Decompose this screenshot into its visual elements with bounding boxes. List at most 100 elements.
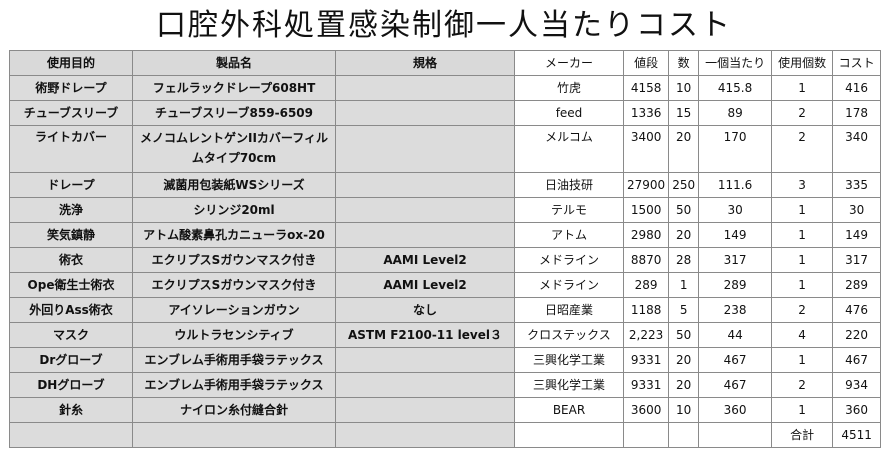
empty-cell bbox=[9, 422, 133, 448]
cell-cost: 30 bbox=[832, 197, 882, 223]
cell-spec: AAMI Level2 bbox=[335, 247, 515, 273]
page-title: 口腔外科処置感染制御一人当たりコスト bbox=[156, 8, 732, 43]
header-row: 使用目的 製品名 規格 メーカー 値段 数 一個当たり 使用個数 コスト bbox=[9, 50, 882, 76]
cell-price: 1500 bbox=[622, 197, 670, 223]
cell-qty: 1 bbox=[668, 272, 700, 298]
cell-qty: 20 bbox=[668, 125, 700, 173]
cell-unit: 238 bbox=[698, 297, 773, 323]
cell-unit: 111.6 bbox=[698, 172, 773, 198]
cell-qty: 50 bbox=[668, 197, 700, 223]
cell-cost: 360 bbox=[832, 397, 882, 423]
cell-used: 2 bbox=[771, 297, 834, 323]
cell-product: エンブレム手術用手袋ラテックス bbox=[132, 372, 336, 398]
cell-purpose: ドレープ bbox=[9, 172, 133, 198]
cell-spec bbox=[335, 125, 515, 173]
cell-maker: アトム bbox=[514, 222, 624, 248]
cell-product: フェルラックドレープ608HT bbox=[132, 75, 336, 101]
cell-price: 2980 bbox=[622, 222, 670, 248]
cell-product: チューブスリーブ859-6509 bbox=[132, 100, 336, 126]
total-label: 合計 bbox=[771, 422, 834, 448]
table-row: チューブスリーブ チューブスリーブ859-6509 feed 1336 15 89 2 178 bbox=[9, 100, 882, 126]
cell-qty: 15 bbox=[668, 100, 700, 126]
cell-used: 1 bbox=[771, 397, 834, 423]
cell-unit: 415.8 bbox=[698, 75, 773, 101]
cell-qty: 50 bbox=[668, 322, 700, 348]
cell-qty: 5 bbox=[668, 297, 700, 323]
cell-maker: メドライン bbox=[514, 272, 624, 298]
cell-used: 4 bbox=[771, 322, 834, 348]
cell-cost: 416 bbox=[832, 75, 882, 101]
cell-unit: 170 bbox=[698, 125, 773, 173]
cell-price: 3400 bbox=[622, 125, 670, 173]
cell-unit: 467 bbox=[698, 372, 773, 398]
cell-purpose: Drグローブ bbox=[9, 347, 133, 373]
cell-qty: 20 bbox=[668, 347, 700, 373]
cell-spec bbox=[335, 100, 515, 126]
cell-unit: 289 bbox=[698, 272, 773, 298]
header-cost: コスト bbox=[832, 50, 882, 76]
header-qty: 数 bbox=[668, 50, 700, 76]
cell-product: メノコムレントゲンIIカバーフィルムタイプ70cm bbox=[132, 125, 336, 173]
cell-used: 1 bbox=[771, 247, 834, 273]
table-row: 術衣 エクリプスSガウンマスク付き AAMI Level2 メドライン 8870 28 31… bbox=[9, 247, 882, 273]
table-row: ドレープ 滅菌用包装紙WSシリーズ 日油技研 27900 250 111.6 3 335 bbox=[9, 172, 882, 198]
cell-cost: 289 bbox=[832, 272, 882, 298]
cell-maker: 日昭産業 bbox=[514, 297, 624, 323]
table-row: Ope衛生士術衣 エクリプスSガウンマスク付き AAMI Level2 メドライン 28… bbox=[9, 272, 882, 298]
cell-maker: 三興化学工業 bbox=[514, 347, 624, 373]
empty-cell bbox=[622, 422, 670, 448]
header-purpose: 使用目的 bbox=[9, 50, 133, 76]
cell-spec bbox=[335, 197, 515, 223]
cell-used: 1 bbox=[771, 347, 834, 373]
cell-price: 4158 bbox=[622, 75, 670, 101]
cell-maker: 日油技研 bbox=[514, 172, 624, 198]
cell-unit: 360 bbox=[698, 397, 773, 423]
cell-purpose: チューブスリーブ bbox=[9, 100, 133, 126]
empty-cell bbox=[132, 422, 336, 448]
cell-maker: BEAR bbox=[514, 397, 624, 423]
cell-unit: 89 bbox=[698, 100, 773, 126]
cost-table: 使用目的 製品名 規格 メーカー 値段 数 一個当たり 使用個数 コスト 術野ド… bbox=[9, 50, 882, 448]
cell-purpose: 針糸 bbox=[9, 397, 133, 423]
cell-product: エンブレム手術用手袋ラテックス bbox=[132, 347, 336, 373]
table-row: Drグローブ エンブレム手術用手袋ラテックス 三興化学工業 9331 20 467 1 467 bbox=[9, 347, 882, 373]
table-row: 術野ドレープ フェルラックドレープ608HT 竹虎 4158 10 415.8 1 416 bbox=[9, 75, 882, 101]
cell-cost: 934 bbox=[832, 372, 882, 398]
cell-price: 9331 bbox=[622, 372, 670, 398]
cell-product: ウルトラセンシティブ bbox=[132, 322, 336, 348]
cell-unit: 317 bbox=[698, 247, 773, 273]
table-row: マスク ウルトラセンシティブ ASTM F2100-11 level３ クロステックス… bbox=[9, 322, 882, 348]
cell-cost: 340 bbox=[832, 125, 882, 173]
cell-spec: ASTM F2100-11 level３ bbox=[335, 322, 515, 348]
cell-purpose: 洗浄 bbox=[9, 197, 133, 223]
cell-spec: なし bbox=[335, 297, 515, 323]
cell-used: 2 bbox=[771, 100, 834, 126]
cell-purpose: 術野ドレープ bbox=[9, 75, 133, 101]
cell-qty: 250 bbox=[668, 172, 700, 198]
cell-purpose: 外回りAss術衣 bbox=[9, 297, 133, 323]
cell-purpose: DHグローブ bbox=[9, 372, 133, 398]
cell-cost: 476 bbox=[832, 297, 882, 323]
cell-price: 1188 bbox=[622, 297, 670, 323]
cell-maker: メドライン bbox=[514, 247, 624, 273]
cell-cost: 335 bbox=[832, 172, 882, 198]
cell-maker: テルモ bbox=[514, 197, 624, 223]
cell-product: エクリプスSガウンマスク付き bbox=[132, 272, 336, 298]
cell-price: 9331 bbox=[622, 347, 670, 373]
cell-qty: 20 bbox=[668, 222, 700, 248]
cell-purpose: 笑気鎮静 bbox=[9, 222, 133, 248]
empty-cell bbox=[335, 422, 515, 448]
table-row: 洗浄 シリンジ20ml テルモ 1500 50 30 1 30 bbox=[9, 197, 882, 223]
total-value: 4511 bbox=[832, 422, 882, 448]
cell-qty: 10 bbox=[668, 397, 700, 423]
cell-qty: 10 bbox=[668, 75, 700, 101]
cell-cost: 220 bbox=[832, 322, 882, 348]
cell-qty: 28 bbox=[668, 247, 700, 273]
table-row: ライトカバー メノコムレントゲンIIカバーフィルムタイプ70cm メルコム 3400 2… bbox=[9, 125, 882, 173]
cell-price: 27900 bbox=[622, 172, 670, 198]
table-row: 外回りAss術衣 アイソレーションガウン なし 日昭産業 1188 5 238 2 476 bbox=[9, 297, 882, 323]
cell-price: 289 bbox=[622, 272, 670, 298]
cell-spec bbox=[335, 372, 515, 398]
cell-unit: 44 bbox=[698, 322, 773, 348]
cell-unit: 467 bbox=[698, 347, 773, 373]
